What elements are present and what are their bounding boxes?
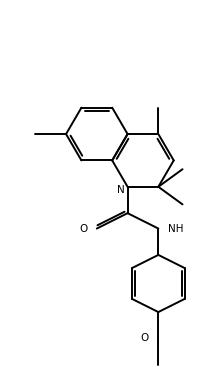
Text: N: N [117,185,124,195]
Text: NH: NH [168,224,184,233]
Text: O: O [140,334,149,344]
Text: O: O [80,224,88,233]
